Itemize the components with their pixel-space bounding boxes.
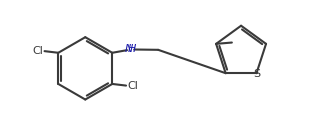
Text: S: S bbox=[253, 68, 260, 79]
Text: N: N bbox=[124, 45, 133, 54]
Text: Cl: Cl bbox=[32, 46, 43, 56]
Text: Cl: Cl bbox=[128, 81, 138, 91]
Text: H: H bbox=[128, 45, 136, 54]
